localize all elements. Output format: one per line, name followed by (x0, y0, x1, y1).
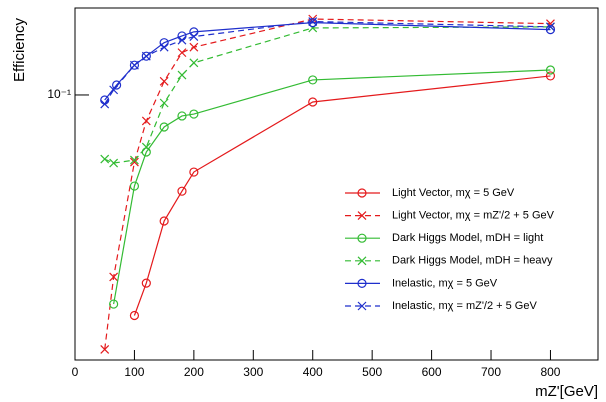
legend-marker (357, 256, 367, 266)
x-tick-label: 0 (72, 365, 79, 379)
marker (129, 181, 140, 191)
marker (129, 60, 140, 70)
series-line (104, 18, 551, 350)
marker (130, 60, 139, 70)
legend-label: Dark Higgs Model, mDH = light (392, 232, 543, 244)
legend-marker (357, 211, 367, 221)
x-tick-label: 100 (124, 365, 144, 379)
marker (130, 157, 139, 167)
marker (109, 85, 119, 95)
marker (189, 167, 199, 177)
legend-label: Light Vector, mχ = mZ'/2 + 5 GeV (392, 210, 555, 222)
marker (545, 65, 556, 75)
legend-marker (357, 301, 367, 311)
x-tick-label: 200 (184, 365, 204, 379)
marker (109, 158, 119, 168)
plot-frame (74, 7, 599, 361)
marker (141, 278, 151, 288)
marker (100, 154, 110, 164)
x-tick-label: 800 (540, 365, 560, 379)
marker (308, 75, 318, 85)
marker (109, 272, 119, 282)
legend-label: Inelastic, mχ = 5 GeV (392, 277, 498, 289)
legend-marker (357, 278, 367, 288)
marker (129, 310, 140, 321)
x-tick-label: 700 (481, 365, 501, 379)
marker (545, 71, 556, 81)
marker (177, 186, 187, 196)
marker (177, 111, 187, 121)
legend-label: Light Vector, mχ = 5 GeV (392, 187, 515, 199)
marker (545, 25, 556, 35)
x-axis-label: mZ'[GeV] (535, 383, 598, 400)
marker (141, 51, 151, 61)
marker (130, 155, 139, 165)
marker (177, 70, 187, 80)
marker (159, 122, 169, 132)
x-tick-label: 500 (362, 365, 382, 379)
marker (141, 116, 151, 126)
marker (189, 42, 199, 52)
series-line (104, 21, 551, 101)
marker (189, 58, 199, 68)
series-line (113, 69, 551, 305)
marker (112, 80, 122, 90)
marker (159, 76, 169, 86)
marker (189, 109, 199, 119)
legend-marker (357, 233, 367, 243)
x-tick-label: 600 (422, 365, 442, 379)
marker (159, 216, 169, 226)
marker (546, 22, 555, 32)
marker (159, 98, 169, 108)
y-axis-label: Efficiency (11, 18, 28, 82)
marker (100, 345, 110, 354)
marker (189, 32, 199, 41)
marker (159, 42, 169, 52)
legend-box (340, 183, 586, 319)
marker (109, 299, 119, 309)
legend-marker (357, 188, 367, 198)
marker (177, 48, 187, 58)
series-line (104, 26, 551, 164)
legend-label: Inelastic, mχ = mZ'/2 + 5 GeV (392, 300, 537, 312)
legend-label: Dark Higgs Model, mDH = heavy (392, 255, 553, 267)
marker (141, 51, 151, 61)
series-line (133, 75, 551, 316)
marker (308, 97, 318, 107)
x-tick-label: 300 (243, 365, 263, 379)
marker (308, 17, 318, 26)
marker (177, 35, 187, 45)
marker (100, 99, 110, 109)
x-tick-label: 400 (303, 365, 323, 379)
marker (141, 142, 151, 152)
y-tick-label: 10⁻¹ (47, 87, 71, 101)
series-line (104, 20, 551, 105)
